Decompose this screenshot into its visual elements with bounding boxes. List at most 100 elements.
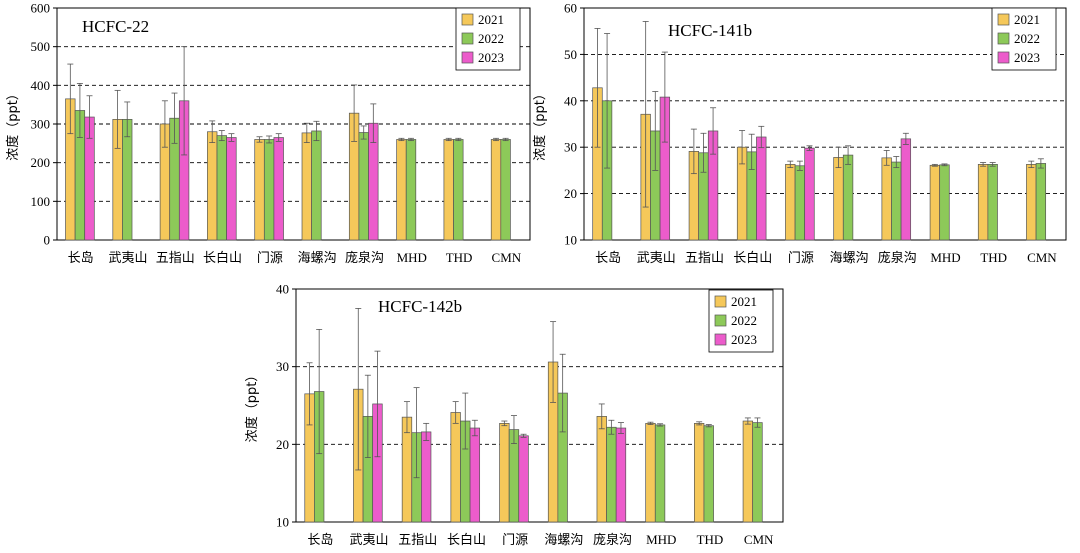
c0-bar-2023 xyxy=(226,137,237,241)
c1-bar-2022 xyxy=(939,164,950,241)
c1-legend-swatch-2023 xyxy=(997,51,1010,64)
c2-bar-2022 xyxy=(703,425,714,523)
c1-y-tick-label: 60 xyxy=(564,1,577,16)
c1-category-label: THD xyxy=(980,250,1007,265)
c1-legend-label-2023: 2023 xyxy=(1014,50,1040,65)
c1-legend-label-2021: 2021 xyxy=(1014,12,1040,27)
c0-category-label: 长岛 xyxy=(68,250,94,266)
c2-y-tick-label: 30 xyxy=(276,359,289,374)
c2-legend-swatch-2021 xyxy=(714,295,727,308)
c0-y-tick-label: 600 xyxy=(31,1,51,16)
c0-bar-2022 xyxy=(216,135,227,241)
c1-bar-2022 xyxy=(794,165,806,241)
c0-category-label: THD xyxy=(446,250,473,265)
c2-legend-label-2023: 2023 xyxy=(731,332,757,347)
c1-bar-2021 xyxy=(1026,164,1037,241)
c0-y-axis-label: 浓度（ppt） xyxy=(5,87,21,161)
c1-category-label: 门源 xyxy=(788,251,814,266)
c0-bar-2021 xyxy=(443,139,454,241)
c1-category-label: 海螺沟 xyxy=(830,251,869,266)
c1-chart-title: HCFC-141b xyxy=(668,21,752,40)
c1-bar-2023 xyxy=(804,147,815,241)
c0-bar-2023 xyxy=(273,137,284,241)
c2-bar-2023 xyxy=(469,427,481,523)
c2-bar-2021 xyxy=(694,423,705,523)
c0-bar-2021 xyxy=(396,139,407,241)
c0-bar-2022 xyxy=(405,139,417,241)
c2-legend-label-2021: 2021 xyxy=(731,294,757,309)
c0-bar-2022 xyxy=(500,139,511,241)
c0-category-label: MHD xyxy=(397,250,427,265)
c2-bar-2023 xyxy=(518,435,529,523)
c1-bar-2023 xyxy=(900,138,912,241)
c1-bar-2023 xyxy=(756,136,767,241)
chart-hcfc-142b: 10 20 30 40 长岛 武夷山 五指山 长白山 门源 海螺沟 庞泉沟 MHD THD CMN HCFC… xyxy=(244,282,784,548)
c0-legend-label-2023: 2023 xyxy=(478,50,504,65)
c0-legend-swatch-2022 xyxy=(461,32,474,45)
c2-category-label: MHD xyxy=(646,532,676,547)
c0-y-tick-label: 400 xyxy=(31,78,51,93)
c2-category-label: 五指山 xyxy=(398,533,437,548)
c0-y-tick-label: 200 xyxy=(31,155,51,170)
c2-bar-2021 xyxy=(596,416,607,523)
c0-category-label: CMN xyxy=(492,250,522,265)
c1-category-label: 长白山 xyxy=(733,250,772,266)
c1-category-label: 五指山 xyxy=(685,251,724,266)
c1-category-label: 长岛 xyxy=(595,250,621,266)
c1-bar-2022 xyxy=(1035,163,1047,241)
c2-legend-label-2022: 2022 xyxy=(731,313,757,328)
c2-y-axis-label: 浓度（ppt） xyxy=(244,369,260,443)
c0-category-label: 武夷山 xyxy=(108,250,147,266)
c2-category-label: 海螺沟 xyxy=(544,533,583,548)
c0-y-tick-label: 100 xyxy=(31,194,51,209)
c2-y-tick-label: 20 xyxy=(276,437,289,452)
c0-y-tick-label: 0 xyxy=(44,233,51,248)
c0-bar-2021 xyxy=(207,131,218,241)
c0-bar-2021 xyxy=(490,139,502,241)
c2-bar-2023 xyxy=(615,427,627,523)
c0-bar-2022 xyxy=(263,139,275,241)
c1-y-tick-label: 10 xyxy=(564,233,577,248)
c0-bar-2022 xyxy=(311,130,322,241)
c1-category-label: CMN xyxy=(1027,250,1057,265)
c1-legend-swatch-2021 xyxy=(997,13,1010,26)
c2-plot-frame xyxy=(295,288,784,523)
c0-legend-label-2022: 2022 xyxy=(478,31,504,46)
c1-category-label: 武夷山 xyxy=(637,250,676,266)
c2-bar-2021 xyxy=(499,423,510,523)
c2-y-tick-label: 10 xyxy=(276,515,289,530)
c2-bar-2022 xyxy=(606,426,617,523)
c0-bar-2022 xyxy=(358,132,369,241)
c0-category-label: 庞泉沟 xyxy=(345,250,384,266)
c2-bar-2021 xyxy=(645,423,656,523)
c0-legend-label-2021: 2021 xyxy=(478,12,504,27)
c2-category-label: 门源 xyxy=(502,533,528,548)
c1-legend-swatch-2022 xyxy=(997,32,1010,45)
c2-category-label: CMN xyxy=(744,532,774,547)
c0-y-tick-label: 300 xyxy=(31,117,51,132)
c1-bar-2021 xyxy=(929,164,941,241)
c0-y-tick-label: 500 xyxy=(31,39,51,54)
c2-bar-2022 xyxy=(752,422,763,523)
c1-y-tick-label: 30 xyxy=(564,140,577,155)
chart-hcfc-141b: 10 20 30 40 50 60 长岛 武夷山 五指山 长白山 门源 海螺沟 庞泉沟 MHD THD CMN… xyxy=(532,1,1067,266)
c0-chart-title: HCFC-22 xyxy=(82,17,149,36)
chart-hcfc-22: 0 100 200 300 400 500 600 长岛 武夷山 五指山 长白山 门源 海螺沟 庞泉沟 MH… xyxy=(5,1,531,266)
c0-bar-2021 xyxy=(301,132,312,241)
c1-bar-2021 xyxy=(881,157,892,241)
c0-bar-2022 xyxy=(453,139,464,241)
c0-plot-frame xyxy=(56,7,531,241)
c1-y-tick-label: 50 xyxy=(564,47,577,62)
c2-category-label: THD xyxy=(697,532,724,547)
c0-legend-swatch-2021 xyxy=(461,13,474,26)
c0-category-label: 门源 xyxy=(257,251,283,266)
c2-bar-2022 xyxy=(654,424,666,523)
c1-y-tick-label: 20 xyxy=(564,186,577,201)
c2-category-label: 庞泉沟 xyxy=(593,532,632,548)
c1-bar-2021 xyxy=(833,157,844,241)
c2-bar-2023 xyxy=(421,431,432,523)
c1-bar-2021 xyxy=(785,164,796,241)
c1-plot-frame xyxy=(583,7,1067,241)
c2-y-tick-label: 40 xyxy=(276,282,289,297)
c1-bar-2022 xyxy=(842,154,854,241)
